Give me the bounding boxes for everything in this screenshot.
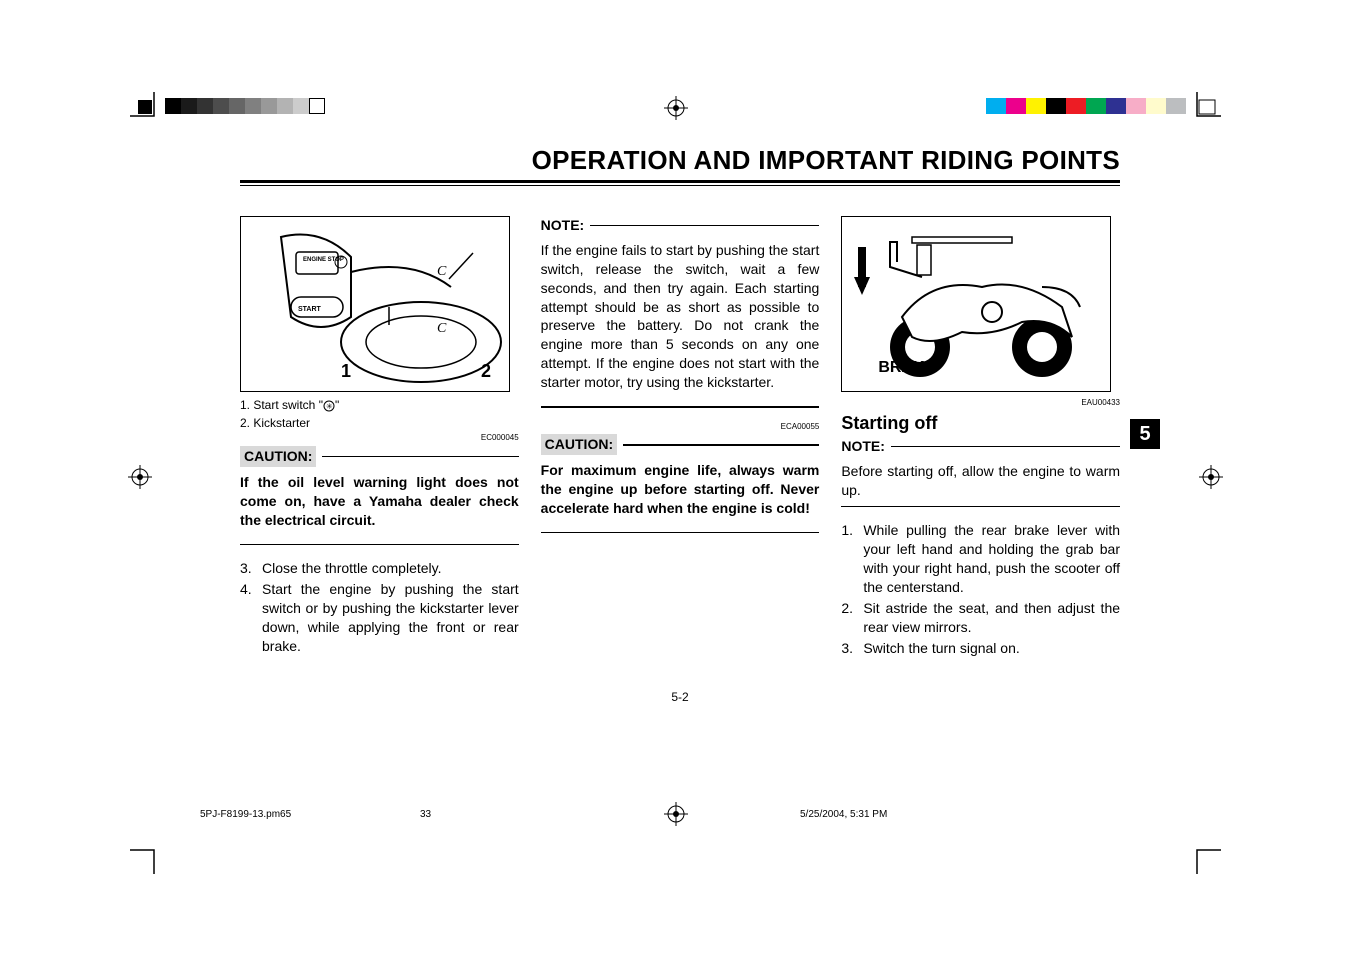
caution-label-row: CAUTION:: [541, 434, 820, 455]
title-rule-thin: [240, 185, 1120, 186]
registration-color-swatches: [986, 98, 1186, 114]
note-label-row: NOTE:: [541, 216, 820, 235]
caution-label: CAUTION:: [240, 446, 316, 467]
caution-text: If the oil level warning light does not …: [240, 473, 519, 530]
crosshair-top-icon: [664, 96, 688, 120]
page-content: OPERATION AND IMPORTANT RIDING POINTS EN…: [240, 145, 1120, 704]
footer-datetime: 5/25/2004, 5:31 PM: [800, 809, 1020, 820]
start-switch-symbol-icon: ✳: [323, 400, 335, 412]
list-item: 1.While pulling the rear brake lever wit…: [863, 521, 1120, 597]
note-rule: [590, 225, 819, 227]
svg-text:C: C: [437, 264, 447, 279]
note-text: If the engine fails to start by pushing …: [541, 241, 820, 392]
note-end-rule: [841, 506, 1120, 508]
crosshair-right-icon: [1199, 465, 1223, 489]
svg-text:START: START: [298, 306, 322, 313]
figure-caption-2: 2. Kickstarter: [240, 416, 519, 432]
page-number: 5-2: [240, 690, 1120, 704]
list-item: 3.Close the throttle completely.: [262, 559, 519, 578]
registration-corner-top-right-icon: [1187, 92, 1221, 126]
note-label: NOTE:: [541, 216, 585, 235]
footer-filename: 5PJ-F8199-13.pm65: [200, 809, 420, 820]
handlebar-illustration-icon: ENGINE STOP START C C: [241, 217, 510, 392]
column-3: BRAKE EAU00433 Starting off NOTE: Before…: [841, 216, 1120, 660]
chapter-side-tab: 5: [1130, 419, 1160, 449]
title-rule-thick: [240, 180, 1120, 183]
reference-code: EAU00433: [841, 398, 1120, 409]
registration-grayscale-swatches: [165, 98, 325, 114]
chapter-title: OPERATION AND IMPORTANT RIDING POINTS: [240, 145, 1120, 176]
column-2: NOTE: If the engine fails to start by pu…: [541, 216, 820, 660]
svg-text:✳: ✳: [326, 402, 333, 411]
caution-label-row: CAUTION:: [240, 446, 519, 467]
caution-label: CAUTION:: [541, 434, 617, 455]
note-text: Before starting off, allow the engine to…: [841, 462, 1120, 500]
reference-code: EC000045: [240, 433, 519, 444]
svg-text:C: C: [437, 321, 447, 336]
caution-end-rule: [541, 532, 820, 534]
caution-end-rule: [240, 544, 519, 546]
note-end-rule: [541, 406, 820, 408]
note-rule: [891, 446, 1120, 448]
registration-corner-bottom-left-icon: [130, 840, 164, 874]
section-heading: Starting off: [841, 411, 1120, 435]
print-footer: 5PJ-F8199-13.pm65 33 5/25/2004, 5:31 PM: [200, 809, 1150, 820]
list-item: 3.Switch the turn signal on.: [863, 639, 1120, 658]
crosshair-left-icon: [128, 465, 152, 489]
registration-corner-bottom-right-icon: [1187, 840, 1221, 874]
column-1: ENGINE STOP START C C 1 2 1. Start switc…: [240, 216, 519, 660]
note-label: NOTE:: [841, 437, 885, 456]
brake-label: BRAKE: [878, 357, 935, 379]
caution-rule: [623, 444, 819, 446]
figure-callout-2: 2: [481, 359, 491, 383]
figure-scooter-brake: BRAKE: [841, 216, 1111, 392]
registration-corner-top-left-icon: [130, 92, 164, 126]
svg-text:ENGINE STOP: ENGINE STOP: [303, 257, 344, 263]
caution-rule: [322, 456, 518, 458]
note-label-row: NOTE:: [841, 437, 1120, 456]
list-item: 4.Start the engine by pushing the start …: [262, 580, 519, 656]
footer-page: 33: [420, 809, 640, 820]
figure-handlebar-controls: ENGINE STOP START C C 1 2: [240, 216, 510, 392]
list-item: 2.Sit astride the seat, and then adjust …: [863, 599, 1120, 637]
caution-text: For maximum engine life, always warm the…: [541, 461, 820, 518]
figure-caption-1: 1. Start switch "✳": [240, 398, 519, 414]
figure-callout-1: 1: [341, 359, 351, 383]
procedure-list: 1.While pulling the rear brake lever wit…: [841, 521, 1120, 657]
reference-code: ECA00055: [541, 422, 820, 433]
procedure-list: 3.Close the throttle completely. 4.Start…: [240, 559, 519, 655]
